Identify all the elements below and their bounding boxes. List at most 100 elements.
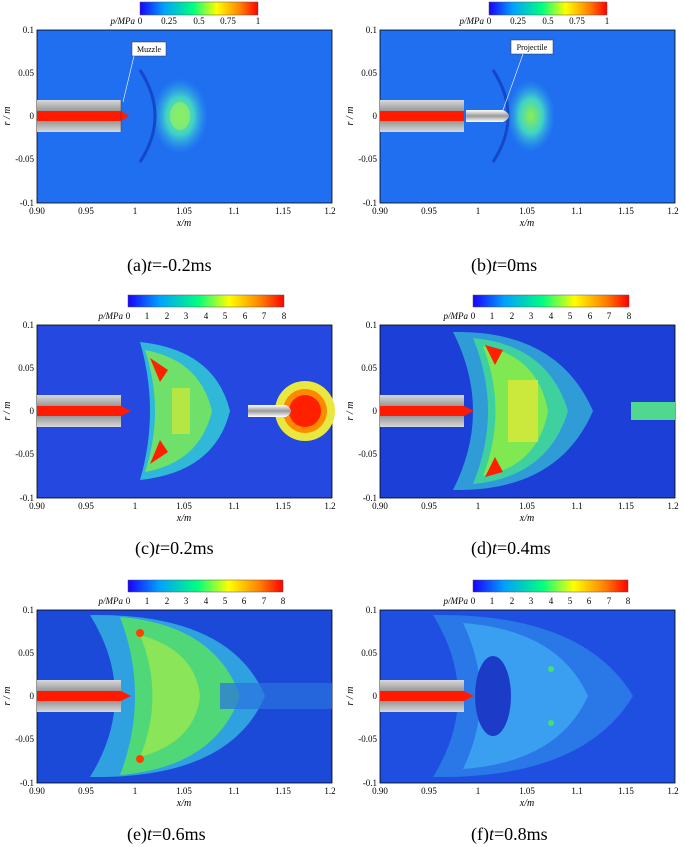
contour-plot-e: p/MPa 0 1 2 3 4 5 6 7 8 0.1 0.05 0 -0.05… — [2, 579, 336, 809]
cbar-tick-f-1: 1 — [490, 596, 495, 606]
cbar-tick-d-5: 5 — [568, 311, 573, 321]
xtick-d-1: 0.95 — [421, 501, 437, 511]
projectile-c — [248, 405, 291, 417]
xtick-c-1: 0.95 — [78, 501, 94, 511]
panel-title-e: (e)t=0.6ms — [127, 824, 206, 844]
panel-title-d: (d)t=0.4ms — [471, 538, 551, 558]
ytick-d-2: 0 — [373, 406, 378, 416]
colorbar-f — [472, 579, 629, 593]
cbar-tick-e-1: 1 — [145, 596, 150, 606]
ytick-c-2: 0 — [30, 406, 35, 416]
cbar-tick-d-1: 1 — [490, 311, 495, 321]
ytick-a-2: 0 — [30, 111, 35, 121]
cbar-tick-b-1: 0.25 — [510, 16, 526, 26]
cbar-tick-f-8: 8 — [626, 596, 631, 606]
xtick-c-3: 1.05 — [176, 501, 192, 511]
xtick-f-4: 1.1 — [571, 786, 582, 796]
ytick-a-1: 0.05 — [18, 68, 34, 78]
ytick-c-1: 0.05 — [18, 363, 34, 373]
cbar-tick-e-3: 3 — [184, 596, 189, 606]
colorbar-e — [127, 579, 284, 593]
ytick-f-3: -0.05 — [358, 734, 377, 744]
xtick-e-4: 1.1 — [228, 786, 239, 796]
ytick-f-4: -0.1 — [363, 778, 377, 788]
ytick-a-3: -0.05 — [15, 154, 34, 164]
ytick-b-1: 0.05 — [361, 68, 377, 78]
xtick-f-5: 1.15 — [618, 786, 634, 796]
ytick-f-0: 0.1 — [366, 605, 377, 615]
cbar-tick-a-3: 0.75 — [220, 16, 236, 26]
xtick-f-1: 0.95 — [421, 786, 437, 796]
xtick-c-6: 1.2 — [324, 501, 335, 511]
cbar-tick-b-3: 0.75 — [569, 16, 585, 26]
annotation-box-b — [510, 39, 554, 55]
panel-e: p/MPa 0 1 2 3 4 5 6 7 8 0.1 0.05 0 -0.05… — [0, 575, 340, 847]
xlabel-f: x/m — [519, 798, 534, 807]
colorbar-title-c: p/MPa — [98, 311, 124, 321]
panel-f: p/MPa 0 1 2 3 4 5 6 7 8 0.1 0.05 0 -0.05… — [343, 575, 683, 847]
xtick-e-2: 1 — [133, 786, 138, 796]
xtick-c-0: 0.90 — [29, 501, 45, 511]
panel-title-c: (c)t=0.2ms — [135, 538, 214, 558]
xlabel-a: x/m — [176, 218, 191, 229]
xtick-d-6: 1.2 — [667, 501, 678, 511]
panel-c: p/MPa 0 1 2 3 4 5 6 7 8 0.1 0.05 0 -0.05… — [0, 290, 340, 570]
panel-a: p/MPa 0 0.25 0.5 0.75 1 Muzzle 0.1 0.05 … — [0, 0, 340, 285]
xtick-e-3: 1.05 — [176, 786, 192, 796]
xtick-c-4: 1.1 — [228, 501, 239, 511]
cbar-tick-b-2: 0.5 — [542, 16, 554, 26]
xtick-d-3: 1.05 — [519, 501, 535, 511]
xtick-f-2: 1 — [476, 786, 481, 796]
xtick-f-6: 1.2 — [667, 786, 678, 796]
xtick-d-4: 1.1 — [571, 501, 582, 511]
panel-title-f: (f)t=0.8ms — [471, 824, 548, 844]
xtick-a-2: 1 — [133, 206, 138, 216]
xlabel-c: x/m — [176, 513, 191, 522]
cbar-tick-a-0: 0 — [138, 16, 143, 26]
xtick-a-1: 0.95 — [78, 206, 94, 216]
panel-d: p/MPa 0 1 2 3 4 5 6 7 8 0.1 0.05 0 -0.05… — [343, 290, 683, 570]
xtick-e-5: 1.15 — [275, 786, 291, 796]
contour-plot-a: p/MPa 0 0.25 0.5 0.75 1 Muzzle 0.1 0.05 … — [2, 1, 336, 229]
xlabel-b: x/m — [519, 218, 534, 229]
cbar-tick-f-5: 5 — [568, 596, 573, 606]
ylabel-c: r / m — [2, 402, 13, 421]
ytick-c-4: -0.1 — [20, 493, 34, 503]
annotation-b: Projectile — [517, 43, 548, 52]
cbar-tick-d-6: 6 — [588, 311, 593, 321]
xtick-e-6: 1.2 — [324, 786, 335, 796]
ytick-f-2: 0 — [373, 691, 378, 701]
xtick-d-5: 1.15 — [618, 501, 634, 511]
cbar-tick-e-7: 7 — [262, 596, 267, 606]
cbar-tick-f-7: 7 — [607, 596, 612, 606]
annotation-a: Muzzle — [137, 45, 161, 54]
panel-title-b: (b)t=0ms — [471, 255, 538, 275]
cbar-tick-c-1: 1 — [145, 311, 150, 321]
ylabel-b: r / m — [345, 107, 356, 126]
xtick-a-3: 1.05 — [176, 206, 192, 216]
ytick-e-3: -0.05 — [15, 734, 34, 744]
xtick-f-3: 1.05 — [519, 786, 535, 796]
colorbar-title-b: p/MPa — [459, 16, 485, 26]
colorbar-d — [472, 294, 630, 308]
panel-title-a: (a)t=-0.2ms — [127, 255, 212, 275]
cbar-tick-e-2: 2 — [165, 596, 170, 606]
ytick-d-4: -0.1 — [363, 493, 377, 503]
cbar-tick-e-8: 8 — [281, 596, 286, 606]
projectile-b — [466, 110, 509, 122]
cbar-tick-b-4: 1 — [605, 16, 610, 26]
cbar-tick-f-6: 6 — [587, 596, 592, 606]
cbar-tick-f-4: 4 — [549, 596, 554, 606]
xtick-e-0: 0.90 — [29, 786, 45, 796]
cbar-tick-c-3: 3 — [184, 311, 189, 321]
ytick-a-4: -0.1 — [20, 198, 34, 208]
cbar-tick-c-2: 2 — [165, 311, 170, 321]
colorbar-b — [488, 1, 608, 16]
colorbar-title-d: p/MPa — [443, 311, 469, 321]
xtick-a-6: 1.2 — [324, 206, 335, 216]
cbar-tick-d-8: 8 — [627, 311, 632, 321]
ytick-d-0: 0.1 — [366, 320, 377, 330]
cbar-tick-d-3: 3 — [529, 311, 534, 321]
cbar-tick-e-5: 5 — [223, 596, 228, 606]
ytick-b-4: -0.1 — [363, 198, 377, 208]
